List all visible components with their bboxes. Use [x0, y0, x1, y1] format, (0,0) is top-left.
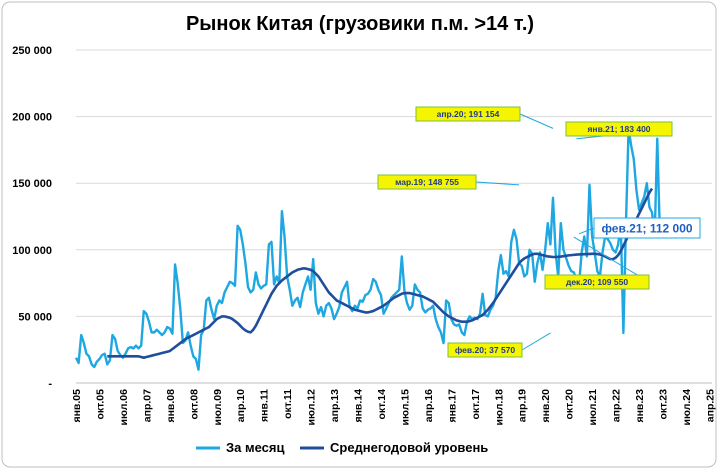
x-tick-label: окт.17	[470, 389, 482, 420]
annotation-label: фев.20; 37 570	[455, 345, 516, 355]
x-tick-label: июл.18	[493, 389, 505, 426]
annotation-leader	[519, 113, 554, 129]
y-tick-label: 150 000	[12, 178, 52, 190]
y-tick-label: 50 000	[18, 311, 52, 323]
x-tick-label: июл.06	[118, 389, 130, 426]
annotation-box	[377, 174, 477, 190]
annotation-label: мар.19; 148 755	[395, 177, 459, 187]
annotation-box	[544, 274, 650, 290]
x-tick-label: апр.16	[423, 389, 435, 422]
x-tick-label: апр.07	[141, 389, 153, 422]
annotation-leader	[475, 181, 520, 186]
y-tick-label: 200 000	[12, 112, 52, 124]
annotation-box	[565, 121, 673, 137]
x-tick-label: окт.23	[657, 389, 669, 420]
legend-label: За месяц	[226, 440, 284, 455]
x-axis-ticks: янв.05 окт.05 июл.06 апр.07 янв.08 окт.08 июл.…	[71, 389, 716, 426]
annotation-box	[593, 217, 701, 239]
x-tick-label: янв.23	[634, 389, 646, 423]
annotations: апр.20; 191 154 янв.21; 183 400 мар.19; 14…	[377, 106, 701, 358]
annotation-leader	[578, 227, 595, 235]
y-tick-label: -	[48, 378, 52, 390]
annotation-box	[415, 106, 521, 122]
x-tick-label: апр.22	[611, 389, 623, 422]
x-tick-label: апр.13	[329, 389, 341, 422]
x-tick-label: янв.11	[259, 389, 271, 422]
x-tick-label: июл.09	[212, 389, 224, 426]
series-line-annual-average	[107, 187, 654, 359]
annotation-leader	[521, 332, 551, 351]
x-tick-label: окт.20	[564, 389, 576, 420]
x-tick-label: янв.05	[71, 389, 83, 423]
y-tick-label: 100 000	[12, 245, 52, 257]
series-line-monthly	[74, 127, 662, 371]
x-tick-label: янв.17	[446, 389, 458, 423]
x-tick-label: апр.10	[235, 389, 247, 422]
x-tick-label: окт.11	[282, 389, 294, 419]
x-tick-label: июл.24	[681, 389, 693, 426]
x-tick-label: янв.20	[540, 389, 552, 423]
annotation-box	[447, 342, 523, 358]
y-axis-ticks: - 50 000 100 000 150 000 200 000 250 000	[12, 45, 52, 390]
series-lines	[74, 127, 662, 371]
x-tick-label: июл.12	[306, 389, 318, 426]
x-tick-label: окт.05	[94, 389, 106, 420]
x-tick-label: апр.19	[517, 389, 529, 422]
x-tick-label: окт.08	[188, 389, 200, 420]
x-tick-label: июл.21	[587, 389, 599, 426]
x-tick-label: июл.15	[399, 389, 411, 426]
annotation-label: фев.21; 112 000	[601, 222, 692, 236]
annotation-label: апр.20; 191 154	[437, 109, 500, 119]
annotation-label: дек.20; 109 550	[566, 277, 628, 287]
annotation-label: янв.21; 183 400	[587, 124, 650, 134]
legend: За месяц Среднегодовой уровень	[196, 440, 488, 455]
x-tick-label: окт.14	[376, 389, 388, 420]
legend-label: Среднегодовой уровень	[330, 440, 488, 455]
y-tick-label: 250 000	[12, 45, 52, 57]
x-tick-label: янв.14	[353, 389, 365, 423]
x-tick-label: янв.08	[165, 389, 177, 423]
chart-title: Рынок Китая (грузовики п.м. >14 т.)	[186, 13, 534, 35]
x-tick-label: апр.25	[704, 389, 716, 422]
